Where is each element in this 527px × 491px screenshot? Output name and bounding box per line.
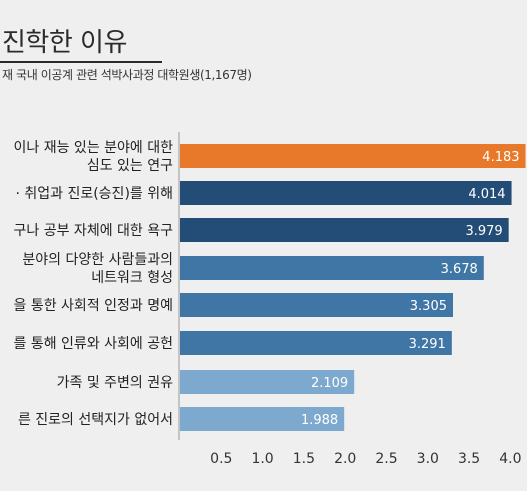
bar-value-label-6: 3.291	[409, 337, 446, 352]
chart-subtitle: 재 국내 이공계 관련 석박사과정 대학원생(1,167명)	[2, 68, 252, 82]
x-axis-ticks-group: 0.5 1.0 1.5 2.0 2.5 3.0 3.5 4.0	[210, 451, 521, 467]
category-label-5: 을 통한 사회적 인정과 명예	[14, 298, 173, 314]
x-tick-label-4.0: 4.0	[499, 451, 521, 467]
x-tick-label-3.5: 3.5	[458, 451, 480, 467]
bar-value-label-2: 4.014	[468, 187, 505, 202]
category-label-8: 른 진로의 선택지가 없어서	[18, 412, 173, 428]
bar-value-label-1: 4.183	[482, 150, 519, 165]
bar-value-label-5: 3.305	[410, 299, 447, 314]
x-tick-label-3.0: 3.0	[417, 451, 439, 467]
bar-5	[180, 293, 453, 317]
category-label-1-line-2: 심도 있는 연구	[87, 158, 173, 174]
category-label-4-line-1: 분야의 다양한 사람들과의	[22, 252, 173, 268]
category-label-2: · 취업과 진로(승진)를 위해	[15, 186, 173, 202]
bar-3	[180, 218, 509, 242]
x-tick-label-0.5: 0.5	[210, 451, 232, 467]
bar-value-label-7: 2.109	[311, 376, 348, 391]
x-tick-label-2.5: 2.5	[375, 451, 397, 467]
bar-7	[180, 370, 355, 394]
bar-value-label-4: 3.678	[441, 262, 478, 277]
bar-8	[180, 407, 345, 431]
category-label-6: 를 통해 인류와 사회에 공헌	[14, 336, 173, 352]
bar-value-label-3: 3.979	[465, 224, 502, 239]
x-tick-label-1.5: 1.5	[293, 451, 315, 467]
chart-title: 진학한 이유	[2, 28, 127, 58]
category-label-4-line-2: 네트워크 형성	[91, 270, 173, 286]
category-label-7: 가족 및 주변의 권유	[57, 375, 174, 391]
x-tick-label-2.0: 2.0	[334, 451, 356, 467]
category-label-3: 구나 공부 자체에 대한 욕구	[14, 223, 174, 239]
bar-1	[180, 144, 526, 168]
bar-6	[180, 331, 452, 355]
bar-value-label-8: 1.988	[301, 413, 338, 428]
bar-2	[180, 181, 512, 205]
x-tick-label-1.0: 1.0	[251, 451, 273, 467]
category-label-1-line-1: 이나 재능 있는 분야에 대한	[14, 140, 174, 156]
bar-4	[180, 256, 484, 280]
title-underline	[0, 61, 162, 63]
bars-group: 4.183 4.014 3.979 3.678 3.305 3.291 2.109 1.988	[180, 144, 526, 431]
